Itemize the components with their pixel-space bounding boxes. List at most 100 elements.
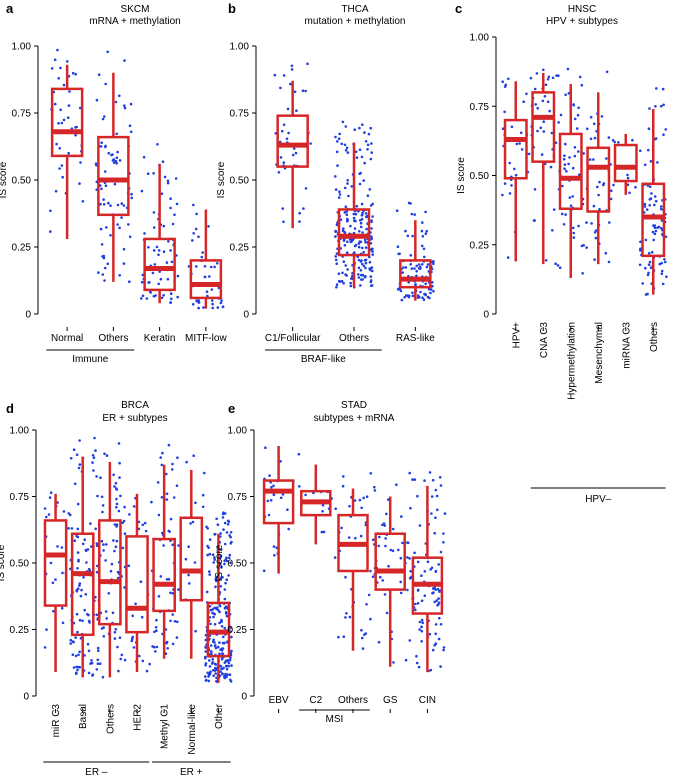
data-point	[358, 498, 362, 502]
data-point	[395, 483, 398, 487]
data-point	[159, 277, 163, 281]
data-point	[334, 507, 338, 511]
data-point	[211, 608, 214, 611]
data-point	[641, 282, 644, 285]
data-point	[609, 197, 613, 201]
data-point	[223, 676, 226, 680]
data-point	[596, 185, 599, 189]
data-point	[218, 641, 221, 644]
data-point	[111, 611, 115, 615]
data-point	[211, 302, 214, 306]
data-point	[188, 582, 191, 585]
data-point	[585, 221, 588, 224]
data-point	[344, 205, 348, 208]
data-point	[510, 184, 513, 187]
data-point	[503, 85, 507, 88]
box-hpv-	[501, 77, 531, 262]
data-point	[167, 240, 170, 243]
data-point	[367, 132, 371, 136]
data-point	[364, 212, 368, 215]
data-point	[107, 592, 111, 595]
data-point	[554, 262, 557, 266]
data-point	[414, 608, 417, 612]
data-point	[436, 604, 439, 607]
data-point	[343, 231, 347, 234]
data-point	[359, 225, 363, 229]
data-point	[406, 556, 409, 559]
data-point	[109, 234, 112, 237]
data-point	[415, 269, 419, 273]
data-point	[58, 147, 61, 150]
data-point	[408, 471, 412, 475]
data-point	[365, 603, 368, 606]
data-point	[304, 187, 308, 190]
data-point	[140, 297, 143, 300]
data-point	[535, 72, 539, 75]
data-point	[226, 659, 230, 662]
data-point	[165, 261, 169, 264]
data-point	[123, 505, 126, 509]
box-hypermethylation	[556, 67, 585, 278]
data-point	[320, 530, 324, 534]
panel-title: STAD	[341, 400, 367, 411]
data-point	[223, 521, 227, 525]
data-point	[214, 577, 218, 580]
data-point	[569, 204, 573, 208]
data-point	[103, 452, 106, 456]
data-point	[210, 299, 214, 302]
box-iqr	[179, 516, 204, 602]
y-tick-label: 0.25	[470, 240, 490, 251]
x-tick-label: Methyl C1	[160, 704, 171, 749]
data-point	[226, 673, 229, 676]
data-point	[160, 192, 164, 195]
data-point	[96, 564, 99, 568]
data-point	[366, 194, 370, 197]
data-point	[215, 676, 218, 680]
data-point	[360, 273, 363, 277]
data-point	[228, 673, 232, 676]
data-point	[345, 251, 349, 254]
data-point	[217, 286, 221, 290]
box-c2	[297, 452, 334, 545]
data-point	[145, 297, 149, 300]
x-tick-label: Hypermethylation	[566, 322, 577, 400]
data-point	[83, 608, 86, 612]
x-tick-label: Basal	[78, 704, 89, 729]
data-point	[335, 252, 339, 255]
data-point	[197, 235, 200, 239]
data-point	[353, 128, 357, 131]
data-point	[78, 650, 81, 654]
data-point	[187, 573, 190, 577]
data-point	[348, 504, 351, 508]
data-point	[345, 612, 348, 615]
data-point	[152, 211, 156, 214]
data-point	[152, 226, 156, 229]
panel-title: BRCA	[121, 400, 149, 411]
data-point	[147, 281, 150, 284]
data-point	[112, 539, 115, 542]
data-point	[335, 223, 339, 227]
data-point	[105, 454, 109, 457]
data-point	[142, 155, 146, 159]
data-point	[58, 167, 61, 170]
data-point	[357, 242, 361, 245]
data-point	[306, 62, 309, 66]
data-point	[206, 294, 209, 298]
data-point	[172, 496, 176, 499]
data-point	[335, 262, 339, 266]
data-point	[69, 642, 72, 645]
data-point	[159, 456, 162, 459]
data-point	[401, 541, 404, 545]
data-point	[120, 202, 124, 205]
data-point	[379, 575, 382, 579]
panel-e: e STAD subtypes + mRNA 0 0.25 0.50 0.75 1.00 IS …	[214, 400, 447, 725]
data-point	[369, 268, 372, 272]
data-point	[377, 544, 381, 548]
panel-letter: d	[6, 401, 14, 416]
data-point	[342, 475, 345, 478]
data-point	[277, 171, 281, 174]
data-point	[140, 280, 144, 284]
data-point	[160, 496, 164, 499]
data-point	[223, 661, 227, 664]
data-point	[617, 141, 620, 144]
